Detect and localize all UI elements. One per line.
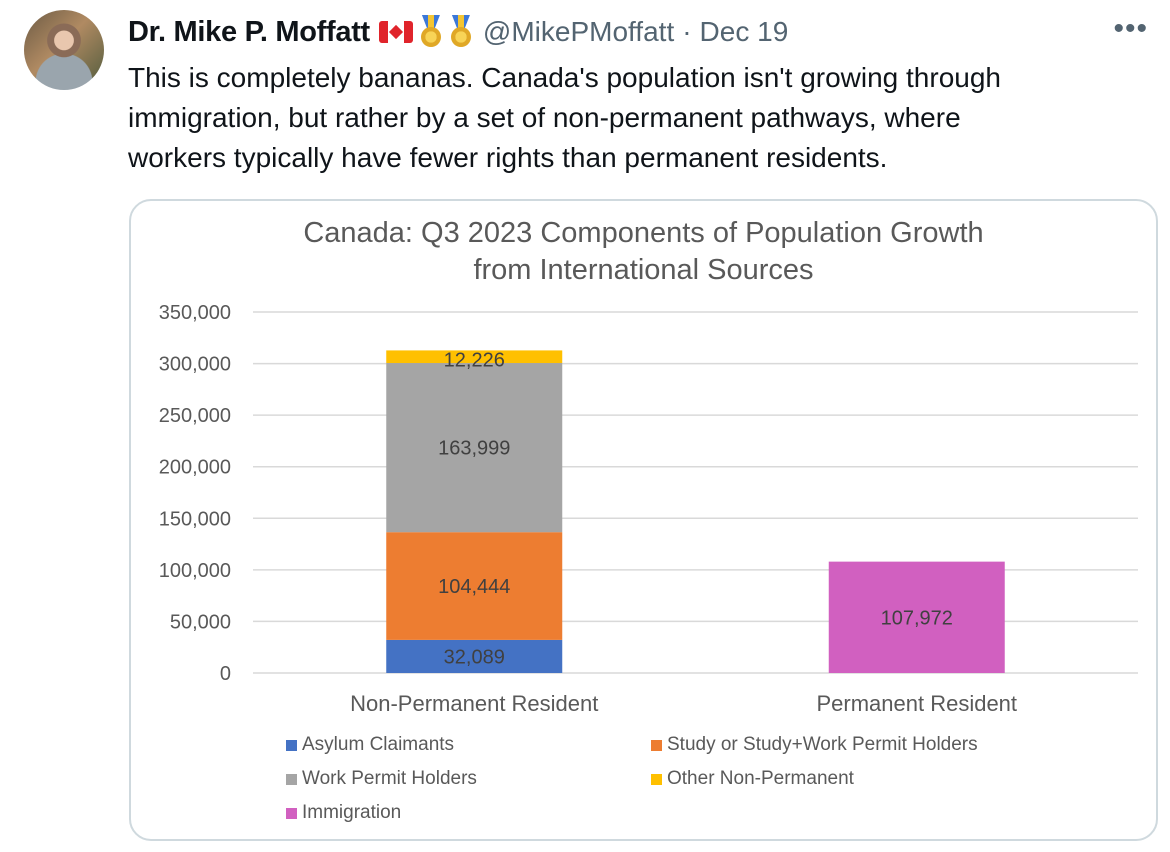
legend-swatch xyxy=(286,807,297,819)
tweet-text: This is completely bananas. Canada's pop… xyxy=(128,62,1001,173)
chart-plot: 350,000 300,000 250,000 200,000 150,000 100,0… xyxy=(159,302,1138,716)
legend-swatch xyxy=(286,773,297,785)
y-tick-label: 50,000 xyxy=(170,611,231,633)
legend-label: Asylum Claimants xyxy=(302,734,455,755)
tweet-header: Dr. Mike P. Moffatt @MikePMoffatt · Dec … xyxy=(128,12,788,52)
y-tick-label: 100,000 xyxy=(159,560,231,582)
legend-item: Asylum Claimants xyxy=(286,734,454,756)
legend-label: Work Permit Holders xyxy=(302,768,477,789)
legend-label: Other Non-Permanent xyxy=(667,768,854,789)
legend-item: Immigration xyxy=(286,802,401,824)
x-category-label: Permanent Resident xyxy=(816,691,1017,716)
header-separator: · xyxy=(682,16,692,47)
data-label: 12,226 xyxy=(444,349,505,371)
y-tick-label: 350,000 xyxy=(159,302,231,324)
legend-swatch xyxy=(651,773,662,785)
x-category-label: Non-Permanent Resident xyxy=(350,691,598,716)
chart-title-line1: Canada: Q3 2023 Components of Population… xyxy=(303,217,984,249)
legend-label: Immigration xyxy=(302,802,402,823)
author-avatar[interactable] xyxy=(24,10,104,90)
bar-segment xyxy=(386,639,563,673)
author-name[interactable]: Dr. Mike P. Moffatt xyxy=(128,15,370,48)
tweet-media-card[interactable]: Canada: Q3 2023 Components of Population… xyxy=(129,199,1158,841)
legend-item: Other Non-Permanent xyxy=(651,768,854,790)
author-handle[interactable]: @MikePMoffatt xyxy=(482,16,675,47)
bar-segment xyxy=(386,532,563,640)
data-label: 32,089 xyxy=(444,646,505,668)
y-tick-label: 0 xyxy=(220,663,231,685)
legend-swatch xyxy=(651,739,662,751)
medal-icon xyxy=(449,15,473,49)
chart-title-line2: from International Sources xyxy=(473,254,814,286)
data-label: 104,444 xyxy=(438,576,510,598)
bar-segment xyxy=(386,350,563,364)
data-label: 163,999 xyxy=(438,438,510,460)
canada-flag-icon xyxy=(378,21,413,43)
bar-segment xyxy=(386,363,563,533)
legend-label: Study or Study+Work Permit Holders xyxy=(667,734,978,755)
y-tick-label: 300,000 xyxy=(159,354,231,376)
legend-swatch xyxy=(286,739,297,751)
legend-item: Study or Study+Work Permit Holders xyxy=(651,734,978,756)
data-label: 107,972 xyxy=(881,607,953,629)
tweet-date[interactable]: Dec 19 xyxy=(699,16,789,47)
chart-title: Canada: Q3 2023 Components of Population… xyxy=(131,215,1156,289)
more-options-icon[interactable]: ••• xyxy=(1113,12,1148,45)
y-tick-label: 250,000 xyxy=(159,405,231,427)
bar-segment xyxy=(828,561,1005,673)
legend-item: Work Permit Holders xyxy=(286,768,477,790)
y-tick-label: 150,000 xyxy=(159,508,231,530)
y-tick-label: 200,000 xyxy=(159,457,231,479)
medal-icon xyxy=(419,15,443,49)
